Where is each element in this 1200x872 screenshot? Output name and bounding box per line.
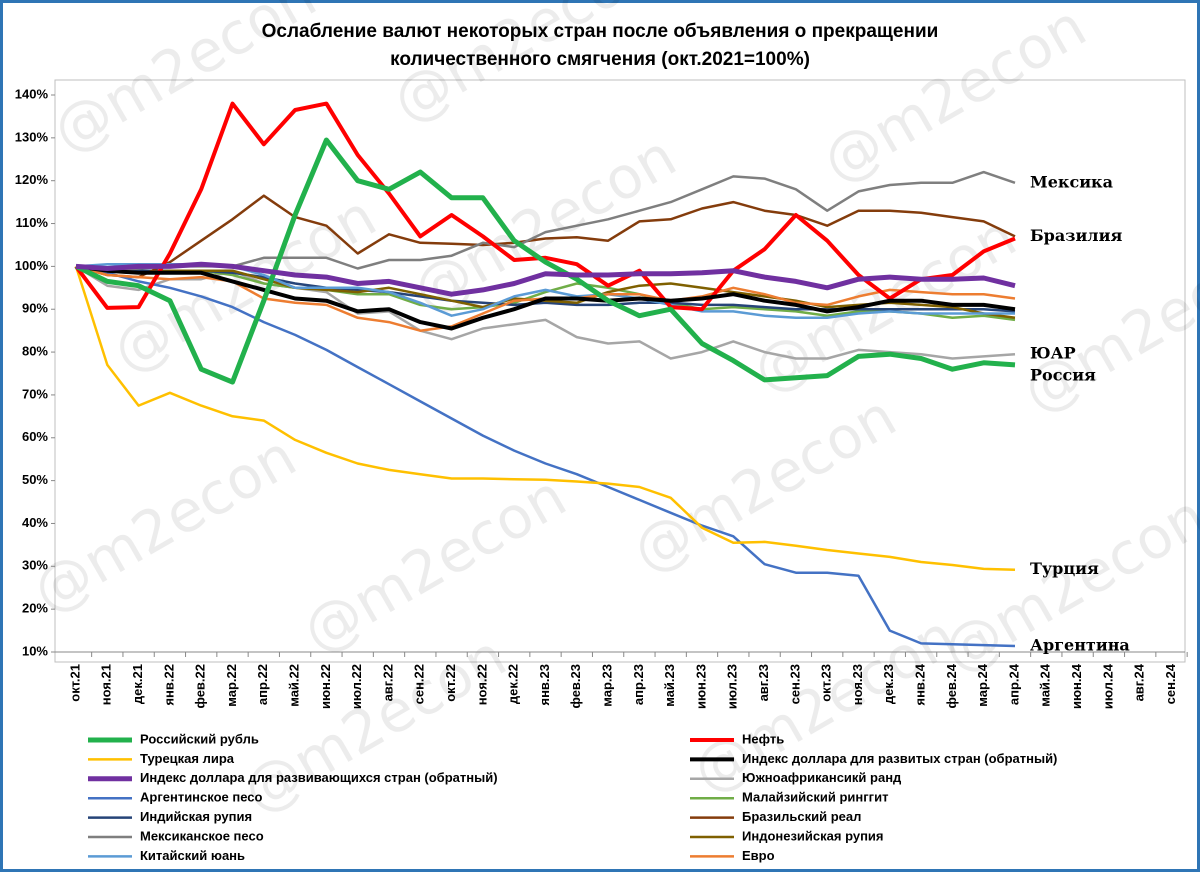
series-line [74, 137, 1016, 385]
chart-title: количественного смягчения (окт.2021=100%… [390, 49, 810, 70]
series-line [75, 264, 1016, 331]
legend-label: Индекс доллара для развитых стран (обрат… [742, 751, 1057, 766]
annotation: Аргентина [1030, 636, 1130, 655]
y-tick-label: 120% [15, 172, 49, 187]
legend-label: Индонезийская рупия [742, 828, 884, 843]
x-tick-label: июл.23 [725, 664, 740, 709]
x-tick-label: янв.24 [913, 663, 928, 705]
annotation: Россия [1030, 366, 1096, 385]
x-tick-label: мар.23 [600, 664, 615, 707]
x-tick-label: фев.22 [193, 664, 208, 709]
x-tick-label: сен.24 [1163, 663, 1178, 704]
y-tick-label: 30% [22, 558, 48, 573]
legend-label: Турецкая лира [140, 751, 235, 766]
x-tick-label: мар.24 [975, 663, 990, 706]
series-line [75, 265, 1016, 322]
x-tick-label: ноя.23 [850, 664, 865, 705]
x-tick-label: дек.22 [506, 664, 521, 704]
x-tick-label: окт.21 [67, 664, 82, 702]
y-tick-label: 70% [22, 386, 48, 401]
x-tick-label: окт.22 [443, 664, 458, 702]
series-line [74, 101, 1016, 312]
y-tick-label: 110% [15, 215, 48, 230]
x-tick-label: июн.23 [693, 664, 708, 709]
legend-label: Южноафрикансикй ранд [742, 770, 902, 785]
x-tick-label: апр.23 [631, 664, 646, 705]
legend-label: Индекс доллара для развивающихся стран (… [140, 770, 498, 785]
x-tick-label: сен.23 [787, 664, 802, 704]
annotation: Бразилия [1030, 226, 1122, 245]
annotation: Турция [1030, 559, 1099, 578]
annotation: Мексика [1030, 172, 1113, 191]
legend-label: Бразильский реал [742, 809, 861, 824]
chart-title: Ослабление валют некоторых стран после о… [262, 21, 939, 42]
annotation: ЮАР [1030, 344, 1076, 363]
legend-label: Российский рубль [140, 731, 259, 746]
x-tick-label: фев.23 [568, 664, 583, 709]
x-tick-label: май.23 [662, 664, 677, 707]
x-tick-label: окт.23 [819, 664, 834, 702]
y-tick-label: 40% [22, 515, 48, 530]
y-tick-label: 20% [22, 601, 48, 616]
x-tick-label: ноя.21 [99, 664, 114, 705]
x-tick-label: май.22 [287, 664, 302, 707]
y-tick-label: 50% [22, 472, 48, 487]
y-tick-label: 140% [15, 86, 49, 101]
x-tick-label: авг.24 [1132, 663, 1147, 701]
x-tick-label: сен.22 [412, 664, 427, 704]
series-line [75, 265, 1016, 648]
y-tick-label: 10% [22, 643, 48, 658]
plot-area [54, 79, 1186, 663]
legend-label: Мексиканское песо [140, 828, 264, 843]
legend-label: Малайзийский ринггит [742, 790, 888, 805]
series-line [74, 266, 1016, 571]
x-tick-label: дек.21 [130, 664, 145, 704]
y-tick-label: 130% [15, 129, 49, 144]
x-tick-label: июн.22 [318, 664, 333, 709]
y-tick-label: 80% [22, 344, 48, 359]
x-tick-label: апр.22 [255, 664, 270, 705]
x-tick-label: мар.22 [224, 664, 239, 707]
series-line [75, 265, 1016, 320]
x-tick-label: июн.24 [1069, 663, 1084, 709]
y-tick-label: 90% [22, 301, 48, 316]
x-tick-label: янв.22 [161, 664, 176, 706]
x-tick-label: май.24 [1038, 663, 1053, 707]
x-tick-label: фев.24 [944, 663, 959, 708]
series-line [75, 261, 1016, 297]
series-line [75, 265, 1016, 313]
y-tick-label: 100% [15, 258, 49, 273]
x-tick-label: авг.23 [756, 664, 771, 701]
legend-label: Нефть [742, 731, 784, 746]
legend-label: Евро [742, 848, 775, 863]
legend-label: Китайский юань [140, 848, 245, 863]
series-line [75, 194, 1016, 279]
legend-label: Аргентинское песо [140, 790, 263, 805]
legend-label: Индийская рупия [140, 809, 252, 824]
x-tick-label: июл.24 [1100, 663, 1115, 709]
x-tick-label: ноя.22 [474, 664, 489, 705]
x-tick-label: июл.22 [349, 664, 364, 709]
x-tick-label: апр.24 [1006, 663, 1021, 705]
x-tick-label: авг.22 [380, 664, 395, 701]
y-tick-label: 60% [22, 429, 48, 444]
x-tick-label: дек.23 [881, 664, 896, 704]
x-tick-label: янв.23 [537, 664, 552, 706]
